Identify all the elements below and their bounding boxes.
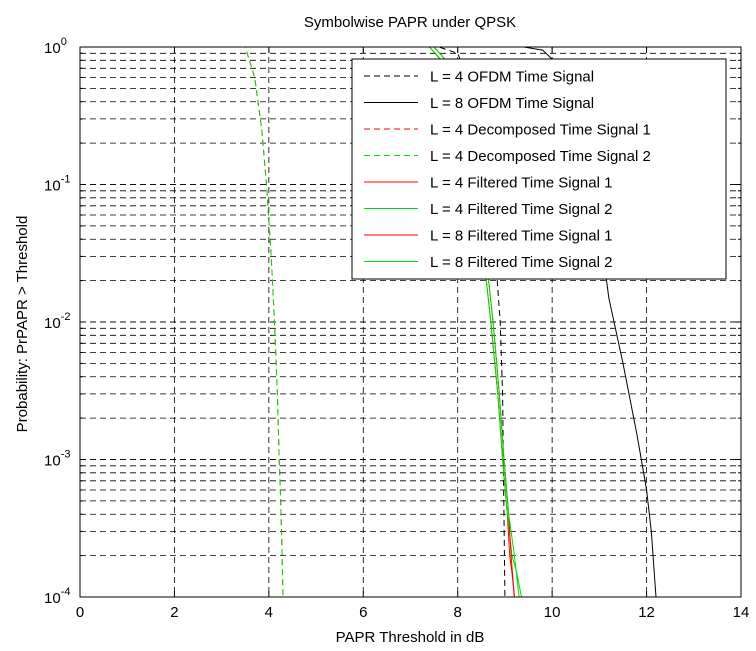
x-tick-label: 6 (359, 604, 367, 621)
legend-entry-label: L = 4 Decomposed Time Signal 1 (430, 122, 651, 139)
x-tick-label: 2 (170, 604, 178, 621)
legend-entry-label: L = 8 OFDM Time Signal (430, 95, 594, 112)
legend: L = 4 OFDM Time Signal L = 8 OFDM Time Si… (351, 58, 727, 280)
legend-entry-label: L = 4 Decomposed Time Signal 2 (430, 148, 651, 165)
chart-title: Symbolwise PAPR under QPSK (304, 14, 516, 31)
x-tick-label: 14 (733, 604, 750, 621)
x-tick-label: 12 (638, 604, 655, 621)
legend-entry-label: L = 8 Filtered Time Signal 1 (430, 228, 612, 245)
series-line-4 (80, 47, 284, 597)
legend-entry-label: L = 4 OFDM Time Signal (430, 69, 594, 86)
y-tick-label: 10-1 (44, 174, 70, 195)
legend-entry-label: L = 4 Filtered Time Signal 1 (430, 175, 612, 192)
legend-entry-label: L = 8 Filtered Time Signal 2 (430, 254, 612, 271)
x-tick-label: 8 (454, 604, 462, 621)
axis-ticks (79, 46, 742, 598)
x-tick-label: 0 (76, 604, 84, 621)
x-tick-labels: 0 2 4 6 8 10 12 14 (76, 604, 750, 621)
legend-entry-label: L = 4 Filtered Time Signal 2 (430, 201, 612, 218)
y-tick-label: 10-3 (44, 449, 70, 470)
x-tick-label: 4 (265, 604, 273, 621)
y-tick-labels: 10-4 10-3 10-2 10-1 100 (44, 36, 70, 607)
y-tick-label: 10-2 (44, 311, 70, 332)
y-axis-label: Probability: PrPAPR > Threshold (14, 216, 31, 433)
x-axis-label: PAPR Threshold in dB (336, 629, 485, 646)
y-tick-label: 10-4 (44, 586, 70, 607)
legend-box (351, 58, 727, 280)
y-tick-label: 100 (44, 36, 67, 57)
x-tick-label: 10 (544, 604, 561, 621)
